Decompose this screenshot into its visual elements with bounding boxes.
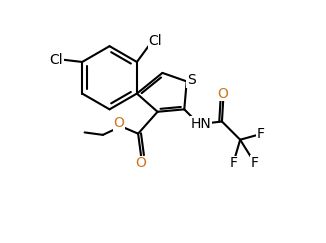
Text: HN: HN [191, 117, 212, 131]
Text: O: O [114, 116, 125, 130]
Text: F: F [251, 156, 259, 170]
Text: Cl: Cl [148, 34, 162, 48]
Text: F: F [230, 156, 238, 170]
Text: O: O [136, 156, 146, 170]
Text: S: S [187, 73, 196, 87]
Text: O: O [218, 87, 229, 101]
Text: Cl: Cl [49, 52, 63, 67]
Text: F: F [256, 127, 264, 141]
